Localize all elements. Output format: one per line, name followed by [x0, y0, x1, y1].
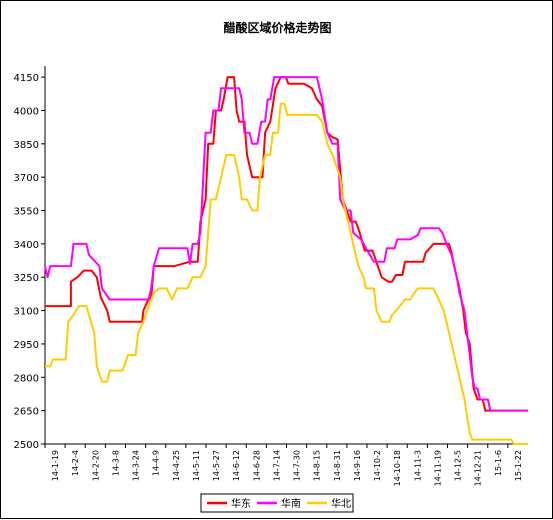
- x-tick-label: 14-11-3: [413, 450, 422, 481]
- x-tick-label: 14-11-19: [433, 450, 442, 486]
- y-tick-label: 3850: [14, 140, 39, 151]
- x-tick-label: 14-10-2: [373, 450, 382, 481]
- axes: [44, 66, 528, 445]
- x-tick-label: 14-4-25: [172, 450, 181, 481]
- legend-label: 华东: [231, 497, 251, 510]
- y-tick-label: 2650: [14, 407, 39, 418]
- x-tick-label: 14-6-12: [232, 450, 241, 481]
- legend-label: 华北: [331, 497, 351, 510]
- x-tick-label: 14-12-5: [454, 450, 463, 481]
- x-tick-label: 14-10-18: [393, 450, 402, 486]
- y-tick-label: 2500: [14, 440, 39, 451]
- y-tick-label: 3400: [14, 240, 39, 251]
- x-tick-label: 14-3-8: [111, 450, 120, 476]
- series-line-3: [45, 102, 528, 445]
- y-tick-label: 2800: [14, 373, 39, 384]
- x-axis-ticks: 14-1-19 14-2-4 14-2-20 14-3-8 14-3-24 14-4-9 1…: [44, 444, 523, 486]
- x-tick-label: 15-1-22: [514, 450, 523, 481]
- chart-title: 醋酸区域价格走势图: [223, 21, 332, 35]
- x-tick-label: 14-12-21: [474, 450, 483, 486]
- x-tick-label: 15-1-6: [494, 450, 503, 476]
- series-line-2: [44, 76, 528, 412]
- y-tick-label: 2950: [14, 340, 39, 351]
- x-tick-label: 14-3-24: [132, 450, 141, 481]
- series-lines: [44, 76, 528, 445]
- x-tick-label: 14-5-27: [212, 450, 221, 481]
- x-tick-label: 14-9-16: [353, 450, 362, 481]
- y-tick-label: 3700: [14, 173, 39, 184]
- x-tick-label: 14-4-9: [152, 450, 161, 476]
- legend: 华东 华南 华北: [200, 493, 354, 513]
- x-tick-label: 14-7-30: [293, 450, 302, 481]
- x-tick-label: 14-8-15: [313, 450, 322, 481]
- x-tick-label: 14-5-11: [192, 450, 201, 481]
- y-tick-label: 4150: [14, 73, 39, 84]
- legend-label: 华南: [281, 497, 301, 510]
- y-tick-label: 4000: [14, 106, 39, 117]
- x-tick-label: 14-2-20: [91, 450, 100, 481]
- y-tick-label: 3250: [14, 273, 39, 284]
- y-axis-ticks: 2500 2650 2800 2950 3100 3250 3400 3550 3700 3850…: [14, 73, 45, 451]
- x-tick-label: 14-6-28: [252, 450, 261, 481]
- x-tick-label: 14-7-14: [272, 450, 281, 481]
- y-tick-label: 3100: [14, 307, 39, 318]
- x-tick-label: 14-1-19: [51, 450, 60, 481]
- y-tick-label: 3550: [14, 207, 39, 218]
- x-tick-label: 14-8-31: [333, 450, 342, 481]
- x-tick-label: 14-2-4: [71, 450, 80, 476]
